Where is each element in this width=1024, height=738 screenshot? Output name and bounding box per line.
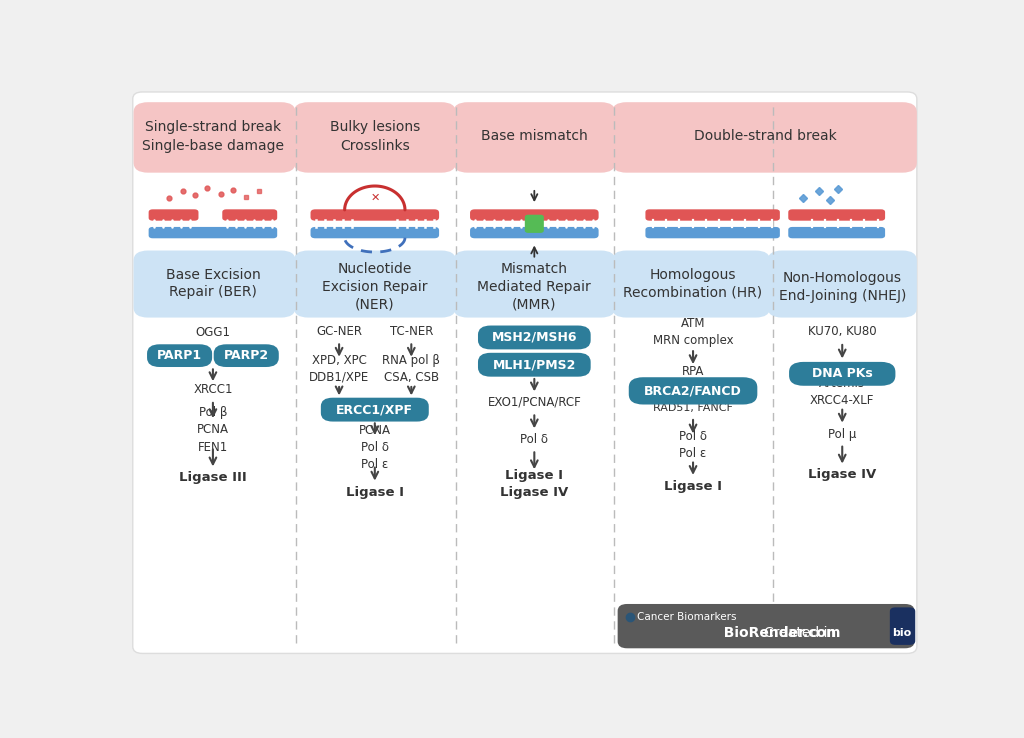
Text: Ligase I
Ligase IV: Ligase I Ligase IV	[500, 469, 568, 498]
FancyBboxPatch shape	[148, 210, 199, 221]
FancyBboxPatch shape	[310, 210, 439, 221]
FancyBboxPatch shape	[454, 102, 615, 173]
Text: EXO1/PCNA/RCF: EXO1/PCNA/RCF	[487, 396, 582, 409]
Text: MLH1/PMS2: MLH1/PMS2	[493, 358, 577, 371]
FancyBboxPatch shape	[645, 227, 780, 238]
FancyBboxPatch shape	[148, 227, 278, 238]
Text: Pol δ
Pol ε: Pol δ Pol ε	[679, 430, 707, 461]
FancyBboxPatch shape	[294, 102, 456, 173]
Text: RPA: RPA	[682, 365, 705, 378]
FancyBboxPatch shape	[788, 227, 885, 238]
FancyBboxPatch shape	[133, 92, 916, 653]
FancyBboxPatch shape	[214, 344, 279, 367]
FancyBboxPatch shape	[612, 102, 916, 173]
Text: PCNA
Pol δ
Pol ε: PCNA Pol δ Pol ε	[358, 424, 391, 471]
FancyBboxPatch shape	[454, 250, 615, 317]
Text: Artemis
XRCC4-XLF: Artemis XRCC4-XLF	[810, 377, 874, 407]
Text: XPD, XPC
DDB1/XPE: XPD, XPC DDB1/XPE	[309, 354, 370, 384]
Text: ATM
MRN complex: ATM MRN complex	[652, 317, 733, 347]
Text: Base mismatch: Base mismatch	[481, 129, 588, 143]
Text: Pol δ: Pol δ	[520, 433, 548, 446]
FancyBboxPatch shape	[790, 362, 895, 386]
Text: GC-NER: GC-NER	[316, 325, 362, 338]
FancyBboxPatch shape	[470, 227, 599, 238]
Text: Ligase I: Ligase I	[664, 480, 722, 493]
FancyBboxPatch shape	[321, 398, 429, 421]
Text: ✕: ✕	[370, 193, 380, 203]
Text: Homologous
Recombination (HR): Homologous Recombination (HR)	[624, 268, 763, 300]
FancyBboxPatch shape	[524, 215, 544, 233]
FancyBboxPatch shape	[890, 607, 915, 645]
FancyBboxPatch shape	[768, 250, 916, 317]
Text: Double-strand break: Double-strand break	[694, 129, 837, 143]
Text: XRCC1: XRCC1	[194, 383, 232, 396]
FancyBboxPatch shape	[310, 227, 439, 238]
Text: Ligase IV: Ligase IV	[808, 469, 877, 481]
Text: Non-Homologous
End-Joining (NHEJ): Non-Homologous End-Joining (NHEJ)	[778, 271, 906, 303]
FancyBboxPatch shape	[147, 344, 212, 367]
Text: Nucleotide
Excision Repair
(NER): Nucleotide Excision Repair (NER)	[323, 262, 428, 311]
FancyBboxPatch shape	[617, 604, 914, 648]
Text: DNA PKs: DNA PKs	[812, 368, 872, 380]
Text: RAD51, FANCF: RAD51, FANCF	[653, 403, 733, 413]
Text: bio: bio	[892, 628, 911, 638]
Text: Created in: Created in	[764, 626, 841, 640]
FancyBboxPatch shape	[222, 210, 278, 221]
Text: Mismatch
Mediated Repair
(MMR): Mismatch Mediated Repair (MMR)	[477, 262, 591, 311]
FancyBboxPatch shape	[478, 325, 591, 349]
Text: Ligase III: Ligase III	[179, 472, 247, 484]
Text: OGG1: OGG1	[196, 326, 230, 339]
Text: KU70, KU80: KU70, KU80	[808, 325, 877, 338]
FancyBboxPatch shape	[478, 353, 591, 376]
FancyBboxPatch shape	[788, 210, 885, 221]
FancyBboxPatch shape	[612, 250, 770, 317]
Text: Pol β
PCNA
FEN1: Pol β PCNA FEN1	[197, 405, 229, 454]
Text: ERCC1/XPF: ERCC1/XPF	[336, 403, 414, 416]
Text: PARP2: PARP2	[223, 349, 269, 362]
Text: Bulky lesions
Crosslinks: Bulky lesions Crosslinks	[330, 120, 420, 153]
FancyBboxPatch shape	[645, 210, 780, 221]
Text: MSH2/MSH6: MSH2/MSH6	[492, 331, 578, 344]
FancyBboxPatch shape	[133, 102, 296, 173]
Text: RNA pol β
CSA, CSB: RNA pol β CSA, CSB	[382, 354, 440, 384]
FancyBboxPatch shape	[470, 210, 599, 221]
Text: PARP1: PARP1	[157, 349, 202, 362]
FancyBboxPatch shape	[294, 250, 456, 317]
Text: BioRender.com: BioRender.com	[675, 626, 841, 640]
Text: Pol μ: Pol μ	[828, 427, 856, 441]
FancyBboxPatch shape	[133, 250, 296, 317]
Text: BRCA2/FANCD: BRCA2/FANCD	[644, 384, 742, 397]
Text: Ligase I: Ligase I	[346, 486, 403, 499]
Text: Base Excision
Repair (BER): Base Excision Repair (BER)	[166, 268, 260, 300]
FancyBboxPatch shape	[629, 377, 758, 404]
Text: Cancer Biomarkers: Cancer Biomarkers	[638, 612, 737, 622]
Text: TC-NER: TC-NER	[389, 325, 433, 338]
Text: Single-strand break
Single-base damage: Single-strand break Single-base damage	[142, 120, 284, 153]
